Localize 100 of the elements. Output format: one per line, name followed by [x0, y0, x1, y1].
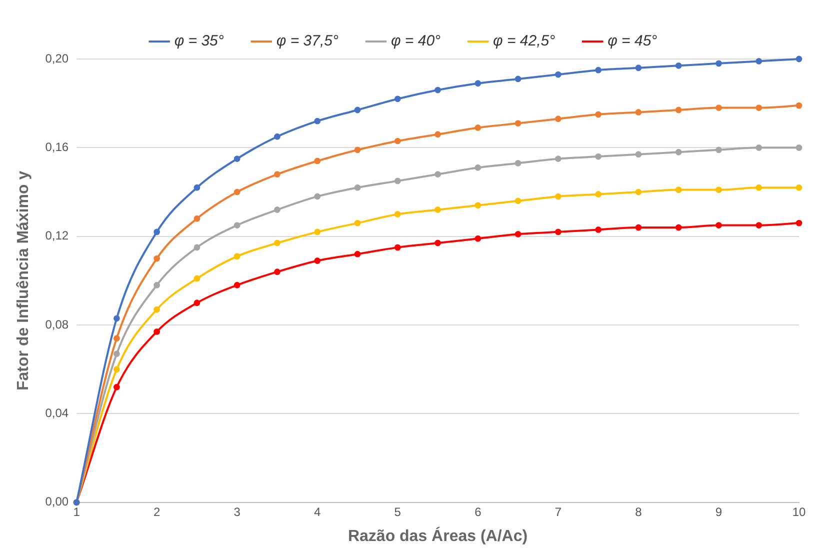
point [554, 228, 562, 236]
point [434, 171, 441, 178]
y-tick-label: 0,16 [45, 140, 69, 154]
point [796, 56, 802, 62]
x-tick-label: 10 [792, 504, 806, 519]
point [314, 158, 321, 164]
point [314, 258, 321, 264]
point [234, 188, 240, 196]
point [474, 80, 482, 87]
point [474, 124, 482, 131]
legend-label: φ = 45° [608, 32, 658, 50]
point [716, 60, 722, 67]
point [274, 171, 280, 178]
y-tick-label: 0,04 [45, 406, 69, 420]
point [796, 184, 802, 191]
point [756, 58, 762, 64]
point [113, 384, 120, 390]
point [474, 164, 482, 171]
point [595, 111, 602, 118]
point [716, 146, 722, 154]
y-axis-title: Fator de Influência Máximo y [15, 170, 32, 391]
point [274, 268, 280, 276]
point [194, 244, 200, 251]
point [554, 71, 562, 78]
point [354, 250, 361, 258]
point [514, 198, 522, 204]
point [554, 116, 562, 122]
point [635, 151, 642, 158]
point [314, 118, 321, 124]
point [635, 188, 642, 196]
point [113, 315, 120, 322]
y-tick-label: 0,12 [45, 228, 69, 243]
point [635, 224, 642, 231]
x-tick-label: 9 [715, 504, 722, 519]
point [796, 144, 802, 151]
legend-label: φ = 42,5° [493, 32, 556, 50]
point [234, 253, 240, 260]
point [675, 106, 682, 114]
point [394, 210, 401, 218]
point [756, 104, 762, 111]
point [113, 366, 120, 373]
point [274, 133, 280, 140]
point [796, 220, 802, 226]
x-tick-label: 4 [314, 504, 322, 519]
point [394, 244, 401, 251]
point [434, 206, 441, 213]
point [756, 144, 762, 151]
point [635, 64, 642, 72]
point [234, 222, 240, 228]
y-tick-label: 0,00 [45, 494, 69, 509]
point [154, 255, 160, 262]
point [514, 120, 522, 126]
point [274, 240, 280, 246]
x-tick-label: 6 [474, 504, 482, 519]
point [756, 222, 762, 228]
point [756, 184, 762, 191]
point [314, 193, 321, 200]
y-tick-label: 0,20 [45, 51, 69, 66]
legend-label: φ = 40° [390, 32, 441, 50]
point [635, 109, 642, 116]
point [675, 62, 682, 69]
y-tick-label: 0,08 [45, 317, 69, 332]
point [514, 160, 522, 166]
point [716, 186, 722, 194]
point [595, 66, 602, 74]
point [154, 228, 160, 236]
point [354, 106, 361, 114]
point [113, 335, 120, 342]
point [194, 184, 200, 191]
point [595, 226, 602, 233]
point [434, 240, 441, 246]
point [314, 228, 321, 236]
point [675, 186, 682, 194]
legend-label: φ = 37,5° [276, 32, 338, 50]
point [194, 215, 200, 222]
point [354, 184, 361, 191]
x-tick-label: 3 [234, 504, 241, 519]
point [796, 102, 802, 109]
point [394, 138, 401, 144]
point [274, 206, 280, 213]
point [394, 96, 401, 102]
point [154, 282, 160, 288]
point [554, 193, 562, 200]
point [194, 275, 200, 282]
x-tick-label: 7 [554, 504, 562, 519]
point [554, 156, 562, 162]
point [234, 282, 240, 288]
point [113, 350, 120, 358]
point [234, 156, 240, 162]
point [434, 131, 441, 138]
x-tick-label: 2 [153, 504, 160, 519]
point [474, 235, 482, 242]
x-tick-label: 5 [394, 504, 402, 519]
legend-label: φ = 35° [174, 32, 224, 50]
point [194, 300, 200, 306]
point [514, 230, 522, 238]
point [434, 86, 441, 94]
x-axis-title: Razão das Áreas (A/Ac) [348, 526, 528, 545]
point [716, 104, 722, 111]
point [354, 220, 361, 226]
